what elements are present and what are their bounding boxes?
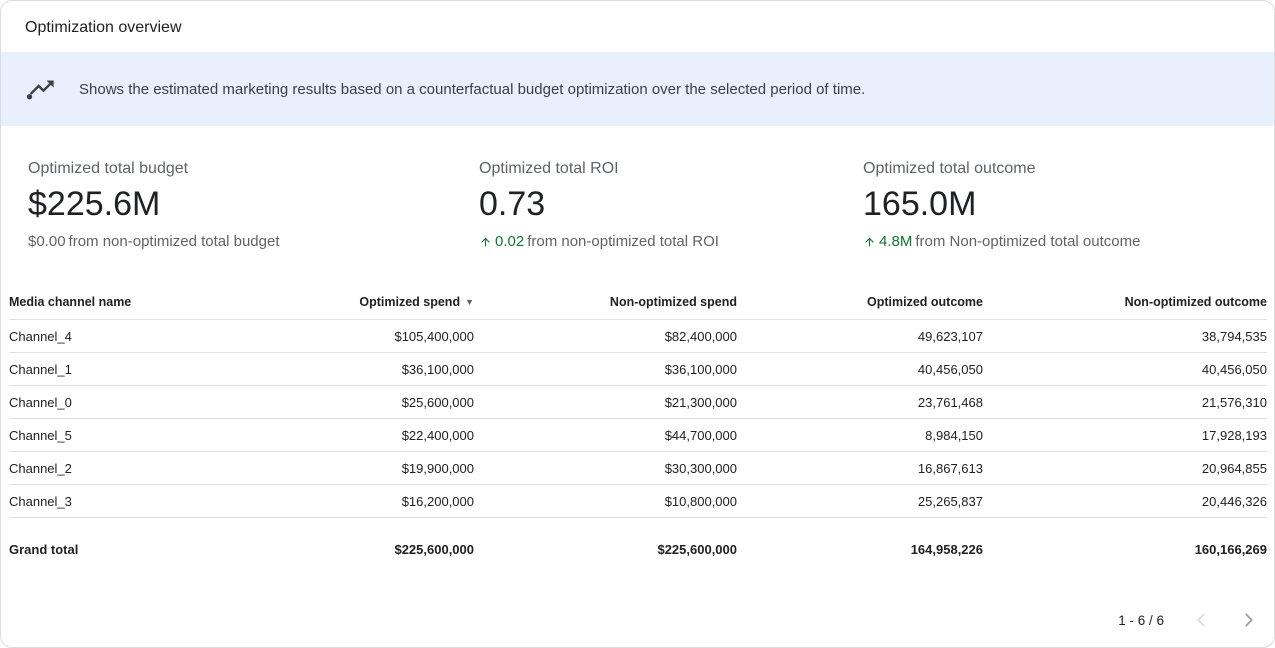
table-row: Channel_0 $25,600,000 $21,300,000 23,761,46…: [9, 385, 1267, 419]
kpi-delta: $0.00 from non-optimized total budget: [28, 233, 479, 250]
kpi-value: $225.6M: [28, 185, 161, 223]
kpi-value: 165.0M: [863, 185, 977, 223]
value-cell: 21,576,310: [983, 385, 1267, 419]
value-cell: 20,964,855: [983, 451, 1267, 485]
kpi-delta: 0.02 from non-optimized total ROI: [479, 233, 863, 250]
page-title: Optimization overview: [25, 19, 182, 36]
grand-total-optimized-spend: $225,600,000: [394, 542, 474, 557]
info-banner: Shows the estimated marketing results ba…: [1, 52, 1274, 126]
column-header-optimized-outcome[interactable]: Optimized outcome: [737, 286, 983, 320]
value-cell: 23,761,468: [737, 385, 983, 419]
insights-trending-icon: [25, 74, 55, 104]
kpi-delta-value: 0.02: [495, 233, 525, 250]
kpi-row: Optimized total budget $225.6M $0.00 fro…: [1, 160, 1274, 250]
value-cell: 8,984,150: [737, 418, 983, 452]
kpi-label: Optimized total ROI: [479, 160, 619, 177]
value-cell: $21,300,000: [474, 385, 737, 419]
pagination-label: 1 - 6 / 6: [1118, 612, 1164, 628]
kpi-optimized-total-outcome: Optimized total outcome 165.0M 4.8M from…: [863, 160, 1247, 250]
table-header-row: Media channel name Optimized spend ▼ Non-…: [9, 286, 1267, 320]
grand-total-label: Grand total: [9, 542, 79, 557]
value-cell: 49,623,107: [737, 319, 983, 353]
column-header-non-optimized-outcome[interactable]: Non-optimized outcome: [983, 286, 1267, 320]
value-cell: $36,100,000: [169, 352, 474, 386]
value-cell: 38,794,535: [983, 319, 1267, 353]
chevron-left-icon[interactable]: [1190, 609, 1212, 631]
value-cell: 20,446,326: [983, 484, 1267, 518]
value-cell: $30,300,000: [474, 451, 737, 485]
channel-table: Media channel name Optimized spend ▼ Non-…: [9, 286, 1267, 566]
table-body: Channel_4 $105,400,000 $82,400,000 49,623,1…: [9, 319, 1267, 518]
grand-total-non-optimized-spend: $225,600,000: [657, 542, 737, 557]
kpi-delta-suffix: from non-optimized total budget: [68, 233, 280, 250]
value-cell: $105,400,000: [169, 319, 474, 353]
column-header-media-channel-name[interactable]: Media channel name: [9, 286, 169, 320]
value-cell: $82,400,000: [474, 319, 737, 353]
value-cell: 16,867,613: [737, 451, 983, 485]
kpi-optimized-total-roi: Optimized total ROI 0.73 0.02 from non-o…: [479, 160, 863, 250]
channel-table-container: Media channel name Optimized spend ▼ Non-…: [1, 286, 1274, 605]
value-cell: 40,456,050: [737, 352, 983, 386]
table-row: Channel_5 $22,400,000 $44,700,000 8,984,150…: [9, 418, 1267, 452]
kpi-delta-value: $0.00: [28, 233, 66, 250]
banner-text: Shows the estimated marketing results ba…: [79, 80, 866, 98]
value-cell: $19,900,000: [169, 451, 474, 485]
value-cell: 25,265,837: [737, 484, 983, 518]
grand-total-non-optimized-outcome: 160,166,269: [1194, 542, 1267, 557]
table-row: Channel_4 $105,400,000 $82,400,000 49,623,1…: [9, 319, 1267, 353]
table-row: Channel_1 $36,100,000 $36,100,000 40,456,05…: [9, 352, 1267, 386]
value-cell: $36,100,000: [474, 352, 737, 386]
column-header-optimized-spend[interactable]: Optimized spend ▼: [169, 286, 474, 320]
table-row: Channel_3 $16,200,000 $10,800,000 25,265,83…: [9, 484, 1267, 518]
kpi-delta-suffix: from Non-optimized total outcome: [915, 233, 1141, 250]
kpi-delta: 4.8M from Non-optimized total outcome: [863, 233, 1247, 250]
channel-name-cell: Channel_5: [9, 418, 169, 452]
value-cell: 40,456,050: [983, 352, 1267, 386]
kpi-delta-value: 4.8M: [879, 233, 913, 250]
value-cell: $44,700,000: [474, 418, 737, 452]
kpi-delta-suffix: from non-optimized total ROI: [527, 233, 719, 250]
pagination: 1 - 6 / 6: [1, 605, 1274, 647]
channel-name-cell: Channel_2: [9, 451, 169, 485]
value-cell: $16,200,000: [169, 484, 474, 518]
sort-descending-icon: ▼: [465, 297, 474, 307]
kpi-label: Optimized total outcome: [863, 160, 1036, 177]
value-cell: 17,928,193: [983, 418, 1267, 452]
value-cell: $22,400,000: [169, 418, 474, 452]
channel-name-cell: Channel_3: [9, 484, 169, 518]
grand-total-optimized-outcome: 164,958,226: [910, 542, 983, 557]
column-header-non-optimized-spend[interactable]: Non-optimized spend: [474, 286, 737, 320]
chevron-right-icon[interactable]: [1238, 609, 1260, 631]
arrow-up-icon: [863, 235, 876, 249]
value-cell: $10,800,000: [474, 484, 737, 518]
channel-name-cell: Channel_1: [9, 352, 169, 386]
arrow-up-icon: [479, 235, 492, 249]
channel-name-cell: Channel_4: [9, 319, 169, 353]
value-cell: $25,600,000: [169, 385, 474, 419]
kpi-value: 0.73: [479, 185, 546, 223]
channel-name-cell: Channel_0: [9, 385, 169, 419]
kpi-label: Optimized total budget: [28, 160, 189, 177]
kpi-optimized-total-budget: Optimized total budget $225.6M $0.00 fro…: [28, 160, 479, 250]
grand-total-row: Grand total $225,600,000 $225,600,000 16…: [9, 518, 1267, 566]
table-row: Channel_2 $19,900,000 $30,300,000 16,867,61…: [9, 451, 1267, 485]
